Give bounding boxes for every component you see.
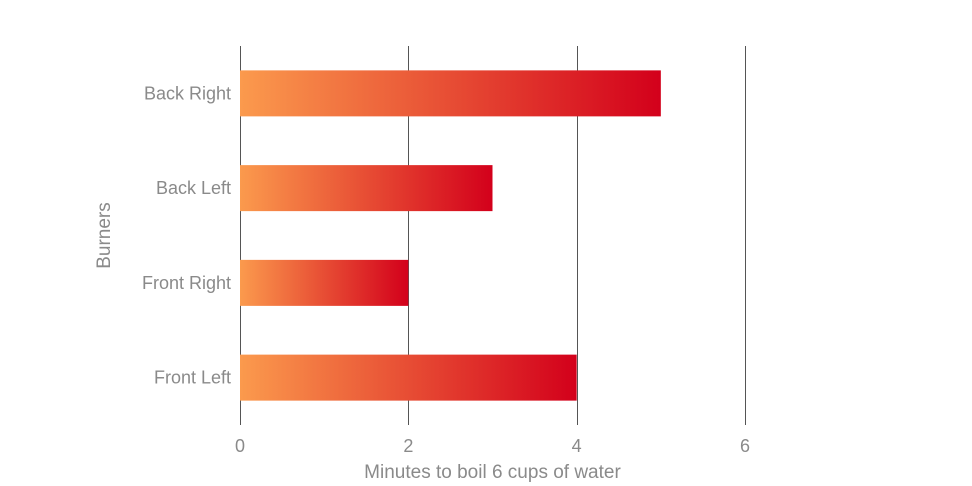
bar-front-left <box>240 354 577 401</box>
y-axis-title: Burners <box>94 202 115 269</box>
category-label: Front Left <box>154 368 231 388</box>
category-label: Back Right <box>144 83 231 103</box>
x-tick-labels: 0 2 4 6 <box>235 436 750 456</box>
x-tick-label: 2 <box>403 436 413 456</box>
x-axis-title: Minutes to boil 6 cups of water <box>364 462 621 483</box>
category-labels: Back Right Back Left Front Right Front Left <box>142 83 231 387</box>
x-tick-label: 4 <box>572 436 582 456</box>
bars <box>240 70 661 401</box>
category-label: Front Right <box>142 273 231 293</box>
category-label: Back Left <box>156 178 231 198</box>
bar-back-left <box>240 165 493 212</box>
x-tick-label: 6 <box>740 436 750 456</box>
bar-back-right <box>240 70 661 117</box>
bar-front-right <box>240 259 409 306</box>
x-tick-label: 0 <box>235 436 245 456</box>
